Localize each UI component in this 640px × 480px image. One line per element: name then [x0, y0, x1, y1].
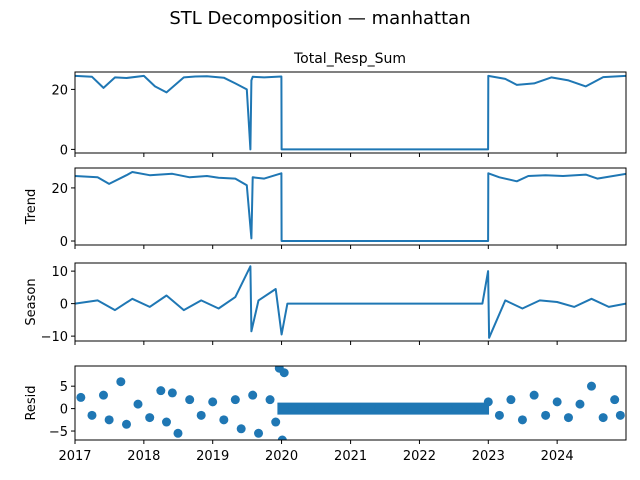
plot-area	[75, 74, 626, 151]
x-tick-label: 2019	[196, 449, 229, 464]
data-point	[529, 390, 539, 400]
data-point	[265, 395, 275, 405]
data-point	[254, 428, 264, 438]
data-point	[397, 404, 407, 414]
y-axis-label: Resid	[24, 385, 39, 420]
data-point	[76, 392, 86, 402]
data-point	[420, 404, 430, 414]
data-point	[374, 404, 384, 414]
data-point	[104, 415, 114, 425]
x-tick-label: 2023	[472, 449, 505, 464]
data-point	[116, 377, 126, 387]
figure-suptitle: STL Decomposition — manhattan	[169, 8, 470, 29]
x-tick-label: 2024	[541, 449, 574, 464]
data-point	[87, 410, 97, 420]
axes-frame	[74, 167, 627, 246]
panels-group: 0 20 0 20 Trend −10 0 10 Season −5 0 5 2017 2018 2019 2…	[24, 71, 627, 464]
subplot: 0 20	[51, 71, 627, 158]
data-point	[598, 413, 608, 423]
data-point	[586, 381, 596, 391]
data-point	[552, 397, 562, 407]
y-tick-label: −10	[41, 330, 68, 345]
y-tick-label: 0	[60, 403, 68, 418]
y-axis-label: Trend	[24, 189, 39, 226]
subplot: −10 0 10 Season	[24, 262, 627, 345]
y-tick-label: −5	[49, 425, 68, 440]
data-point	[271, 417, 281, 427]
data-point	[279, 368, 289, 378]
data-point	[575, 399, 585, 409]
y-tick-label: 5	[60, 380, 68, 395]
data-point	[248, 390, 258, 400]
data-point	[563, 413, 573, 423]
x-tick-label: 2018	[127, 449, 160, 464]
data-point	[443, 404, 453, 414]
plot-area	[75, 265, 626, 339]
data-point	[517, 415, 527, 425]
data-point	[145, 413, 155, 423]
subplot: −5 0 5 2017 2018 2019 2020 2021 2022 2023 2024 Resi…	[24, 365, 627, 464]
series-line	[75, 171, 626, 242]
x-tick-label: 2022	[403, 449, 436, 464]
y-tick-label: 0	[60, 235, 68, 250]
data-point	[230, 395, 240, 405]
data-point	[161, 417, 171, 427]
data-point	[351, 404, 361, 414]
data-point	[236, 424, 246, 434]
data-point	[208, 397, 218, 407]
y-tick-label: 10	[51, 265, 68, 280]
data-point	[328, 404, 338, 414]
data-point	[483, 397, 493, 407]
data-point	[196, 410, 206, 420]
series-line	[75, 265, 626, 339]
subplot: 0 20 Trend	[24, 167, 627, 250]
data-point	[173, 428, 183, 438]
y-tick-label: 20	[51, 83, 68, 98]
panel-title: Total_Resp_Sum	[293, 51, 406, 67]
data-point	[121, 419, 131, 429]
plot-area	[76, 366, 625, 440]
data-point	[615, 410, 625, 420]
data-point	[156, 386, 166, 396]
data-point	[305, 404, 315, 414]
data-point	[219, 415, 229, 425]
data-point	[167, 388, 177, 398]
data-point	[288, 404, 298, 414]
data-point	[133, 399, 143, 409]
data-point	[98, 390, 108, 400]
data-point	[506, 395, 516, 405]
data-point	[185, 395, 195, 405]
y-axis-label: Season	[24, 278, 39, 325]
x-tick-label: 2021	[334, 449, 367, 464]
data-point	[277, 435, 287, 440]
x-tick-label: 2020	[265, 449, 298, 464]
axes-frame	[74, 71, 627, 154]
y-tick-label: 20	[51, 182, 68, 197]
data-point	[541, 410, 551, 420]
data-point	[466, 404, 476, 414]
data-point	[610, 395, 620, 405]
data-point	[494, 410, 504, 420]
x-tick-label: 2017	[58, 449, 91, 464]
y-tick-label: 0	[60, 298, 68, 313]
series-line	[75, 74, 626, 151]
plot-area	[75, 171, 626, 242]
y-tick-label: 0	[60, 143, 68, 158]
